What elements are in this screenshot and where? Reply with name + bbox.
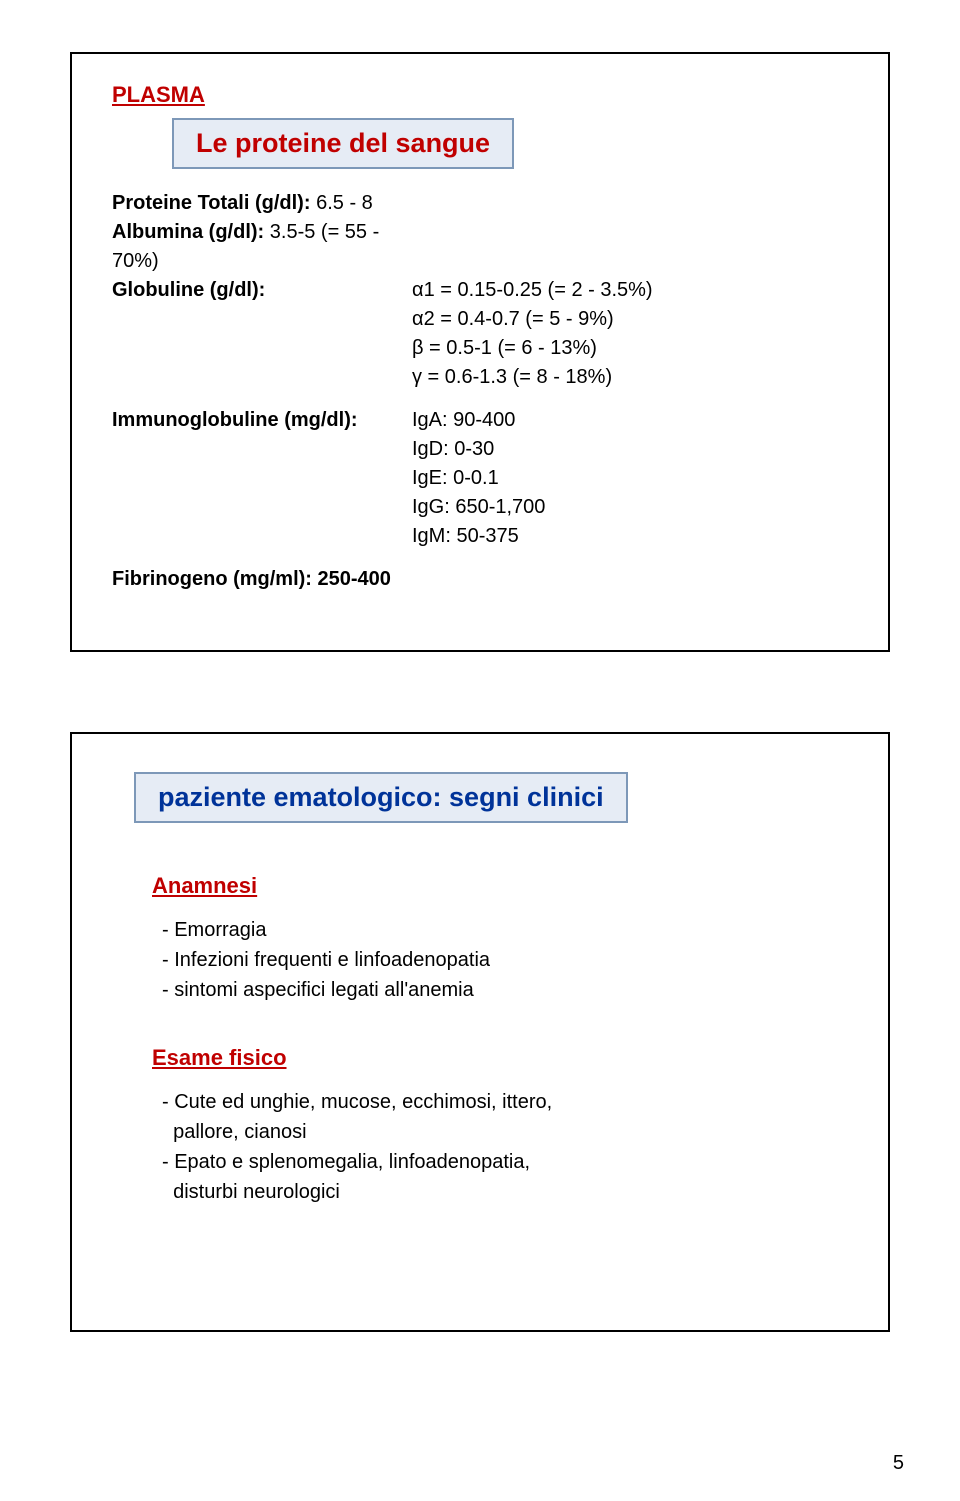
- es-line-1: - Cute ed unghie, mucose, ecchimosi, itt…: [162, 1087, 848, 1117]
- igd-value: IgD: 0-30: [412, 435, 848, 464]
- anamnesi-list: - Emorragia - Infezioni frequenti e linf…: [162, 915, 848, 1005]
- igg-value: IgG: 650-1,700: [412, 493, 848, 522]
- esame-heading: Esame fisico: [152, 1045, 848, 1071]
- fibrinogeno: Fibrinogeno (mg/ml): 250-400: [112, 565, 848, 594]
- globuline-a1: α1 = 0.15-0.25 (= 2 - 3.5%): [412, 276, 848, 305]
- lab-values: Proteine Totali (g/dl): 6.5 - 8 Albumina…: [112, 189, 848, 594]
- es-line-3: - Epato e splenomegalia, linfoadenopatia…: [162, 1147, 848, 1177]
- anamnesi-heading: Anamnesi: [152, 873, 848, 899]
- page-number: 5: [893, 1452, 904, 1475]
- igm-value: IgM: 50-375: [412, 522, 848, 551]
- slide-proteine: PLASMA Le proteine del sangue Proteine T…: [70, 52, 890, 652]
- es-line-2: pallore, cianosi: [162, 1117, 848, 1147]
- slide-segni: paziente ematologico: segni clinici Anam…: [70, 732, 890, 1332]
- globuline-label: Globuline (g/dl):: [112, 276, 412, 305]
- globuline-a2: α2 = 0.4-0.7 (= 5 - 9%): [412, 305, 848, 334]
- an-line-1: - Emorragia: [162, 915, 848, 945]
- ige-value: IgE: 0-0.1: [412, 464, 848, 493]
- slide1-title: Le proteine del sangue: [172, 118, 514, 169]
- esame-list: - Cute ed unghie, mucose, ecchimosi, itt…: [162, 1087, 848, 1207]
- slide2-title: paziente ematologico: segni clinici: [134, 772, 628, 823]
- globuline-g: γ = 0.6-1.3 (= 8 - 18%): [412, 363, 848, 392]
- immuno-label: Immunoglobuline (mg/dl):: [112, 406, 412, 435]
- an-line-3: - sintomi aspecifici legati all'anemia: [162, 975, 848, 1005]
- globuline-b: β = 0.5-1 (= 6 - 13%): [412, 334, 848, 363]
- iga-value: IgA: 90-400: [412, 406, 848, 435]
- an-line-2: - Infezioni frequenti e linfoadenopatia: [162, 945, 848, 975]
- plasma-heading: PLASMA: [112, 82, 848, 108]
- es-line-4: disturbi neurologici: [162, 1177, 848, 1207]
- proteine-label: Proteine Totali (g/dl): 6.5 - 8: [112, 189, 412, 218]
- albumina-label: Albumina (g/dl): 3.5-5 (= 55 - 70%): [112, 218, 412, 276]
